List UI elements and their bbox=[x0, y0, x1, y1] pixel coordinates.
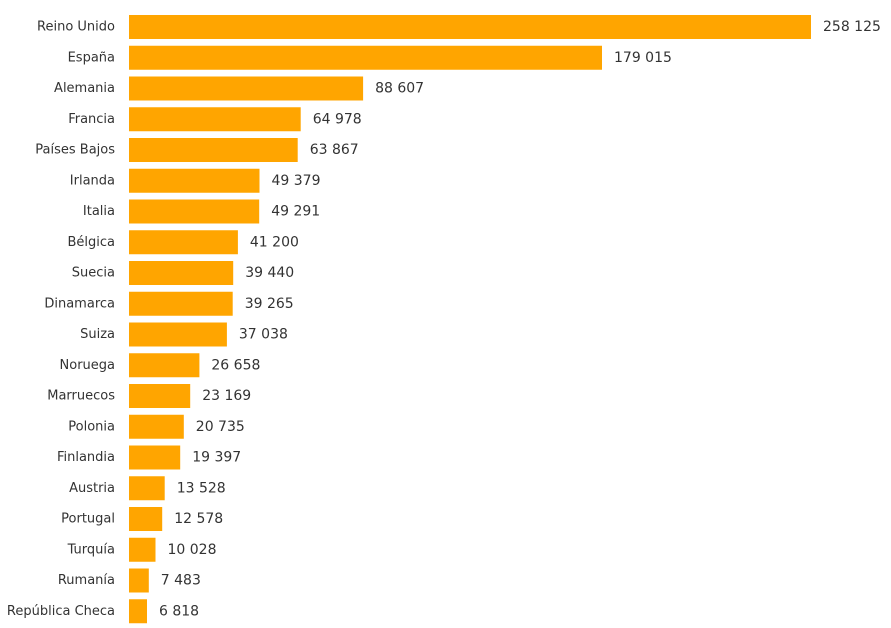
value-label: 258 125 bbox=[823, 19, 881, 35]
value-label: 7 483 bbox=[161, 573, 201, 589]
bar bbox=[129, 384, 191, 408]
bar bbox=[129, 168, 260, 193]
bar-row: España 179 015 bbox=[68, 45, 672, 70]
value-label: 63 867 bbox=[310, 142, 359, 158]
bar-row: Austria 13 528 bbox=[69, 476, 226, 501]
bar-row: Suecia 39 440 bbox=[72, 261, 294, 285]
value-label: 10 028 bbox=[168, 542, 217, 558]
category-label: Polonia bbox=[68, 419, 115, 434]
bar-row: Bélgica 41 200 bbox=[67, 230, 299, 255]
value-label: 37 038 bbox=[239, 327, 288, 343]
value-label: 49 379 bbox=[272, 173, 321, 189]
bar bbox=[129, 445, 181, 470]
value-label: 64 978 bbox=[313, 111, 362, 127]
bar-row: Finlandia 19 397 bbox=[57, 445, 241, 470]
category-label: Dinamarca bbox=[44, 296, 115, 311]
category-label: Reino Unido bbox=[37, 20, 115, 35]
value-label: 88 607 bbox=[375, 81, 424, 97]
value-label: 39 440 bbox=[245, 265, 294, 281]
bar bbox=[129, 291, 233, 316]
value-label: 39 265 bbox=[245, 296, 294, 312]
bar bbox=[129, 568, 149, 593]
value-label: 179 015 bbox=[614, 50, 672, 66]
category-label: Turquía bbox=[67, 542, 115, 557]
value-label: 13 528 bbox=[177, 480, 226, 496]
bar-row: Dinamarca 39 265 bbox=[44, 291, 294, 316]
category-label: Alemania bbox=[54, 81, 115, 96]
bar bbox=[129, 138, 298, 162]
category-label: Portugal bbox=[61, 512, 115, 527]
bar-row: Alemania 88 607 bbox=[54, 76, 424, 101]
bar bbox=[129, 537, 156, 562]
bar bbox=[129, 76, 364, 101]
bar-row: Suiza 37 038 bbox=[80, 322, 288, 347]
bar bbox=[129, 476, 165, 501]
category-label: Austria bbox=[69, 481, 115, 496]
value-label: 6 818 bbox=[159, 603, 199, 619]
bar-row: Países Bajos 63 867 bbox=[35, 138, 359, 162]
category-label: Bélgica bbox=[67, 235, 115, 250]
bar bbox=[129, 599, 147, 624]
bar-row: Francia 64 978 bbox=[68, 107, 362, 132]
bar-row: Polonia 20 735 bbox=[68, 414, 245, 439]
category-label: Noruega bbox=[60, 358, 115, 373]
value-label: 12 578 bbox=[174, 511, 223, 527]
value-label: 41 200 bbox=[250, 234, 299, 250]
category-label: Países Bajos bbox=[35, 143, 115, 158]
bar bbox=[129, 353, 200, 378]
value-label: 23 169 bbox=[202, 388, 251, 404]
bar bbox=[129, 230, 238, 255]
category-label: Irlanda bbox=[70, 173, 115, 188]
category-label: Rumanía bbox=[58, 573, 115, 588]
bar bbox=[129, 199, 260, 224]
bar-row: Marruecos 23 169 bbox=[47, 384, 251, 408]
value-label: 20 735 bbox=[196, 419, 245, 435]
category-label: Marruecos bbox=[47, 389, 115, 404]
bar-row: Noruega 26 658 bbox=[60, 353, 260, 378]
bar-row: Irlanda 49 379 bbox=[70, 168, 321, 193]
bar bbox=[129, 45, 602, 70]
category-label: Italia bbox=[83, 204, 115, 219]
bar-row: República Checa 6 818 bbox=[7, 599, 199, 624]
bar bbox=[129, 15, 811, 39]
bar bbox=[129, 414, 184, 439]
value-label: 19 397 bbox=[192, 450, 241, 466]
category-label: Finlandia bbox=[57, 450, 115, 465]
bar-row: Rumanía 7 483 bbox=[58, 568, 201, 593]
category-label: Francia bbox=[68, 112, 115, 127]
bars-layer: Reino Unido 258 125 España 179 015 Alemania 8… bbox=[7, 15, 881, 624]
bar bbox=[129, 322, 227, 347]
category-label: España bbox=[68, 50, 115, 65]
bar bbox=[129, 107, 301, 132]
value-label: 26 658 bbox=[211, 357, 260, 373]
category-label: República Checa bbox=[7, 604, 115, 619]
category-label: Suiza bbox=[80, 327, 115, 342]
bar-row: Reino Unido 258 125 bbox=[37, 15, 881, 39]
bar-row: Portugal 12 578 bbox=[61, 507, 223, 531]
bar-row: Italia 49 291 bbox=[83, 199, 320, 224]
bar bbox=[129, 507, 163, 531]
value-label: 49 291 bbox=[271, 204, 320, 220]
bar-row: Turquía 10 028 bbox=[67, 537, 217, 562]
bar bbox=[129, 261, 234, 285]
category-label: Suecia bbox=[72, 266, 115, 281]
